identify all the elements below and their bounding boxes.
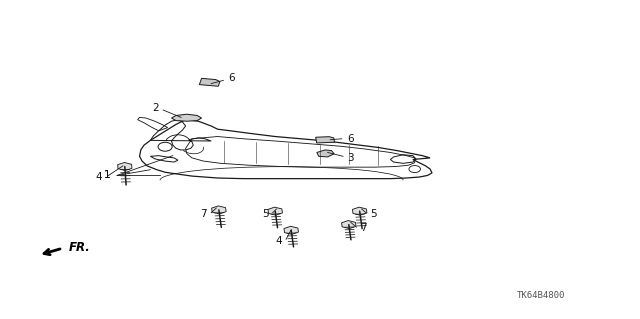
Polygon shape [342, 220, 356, 229]
Text: 4: 4 [96, 172, 102, 182]
Text: TK64B4800: TK64B4800 [516, 291, 565, 300]
Polygon shape [268, 207, 282, 215]
Polygon shape [317, 150, 334, 157]
Text: 6: 6 [228, 73, 235, 83]
Text: 7: 7 [200, 209, 207, 219]
Text: FR.: FR. [69, 241, 91, 254]
Polygon shape [212, 206, 226, 214]
Polygon shape [353, 207, 367, 215]
Text: 3: 3 [348, 153, 354, 163]
Text: 6: 6 [347, 134, 353, 144]
Polygon shape [118, 162, 132, 171]
Text: 1: 1 [104, 170, 111, 181]
Text: 2: 2 [152, 103, 159, 114]
Polygon shape [284, 226, 298, 234]
Text: 5: 5 [262, 209, 269, 219]
Polygon shape [316, 137, 335, 143]
Text: 7: 7 [360, 223, 367, 233]
Polygon shape [172, 114, 202, 121]
Text: 1: 1 [104, 170, 111, 181]
Polygon shape [199, 78, 220, 86]
Text: 5: 5 [370, 209, 376, 219]
Text: 4: 4 [275, 236, 282, 246]
